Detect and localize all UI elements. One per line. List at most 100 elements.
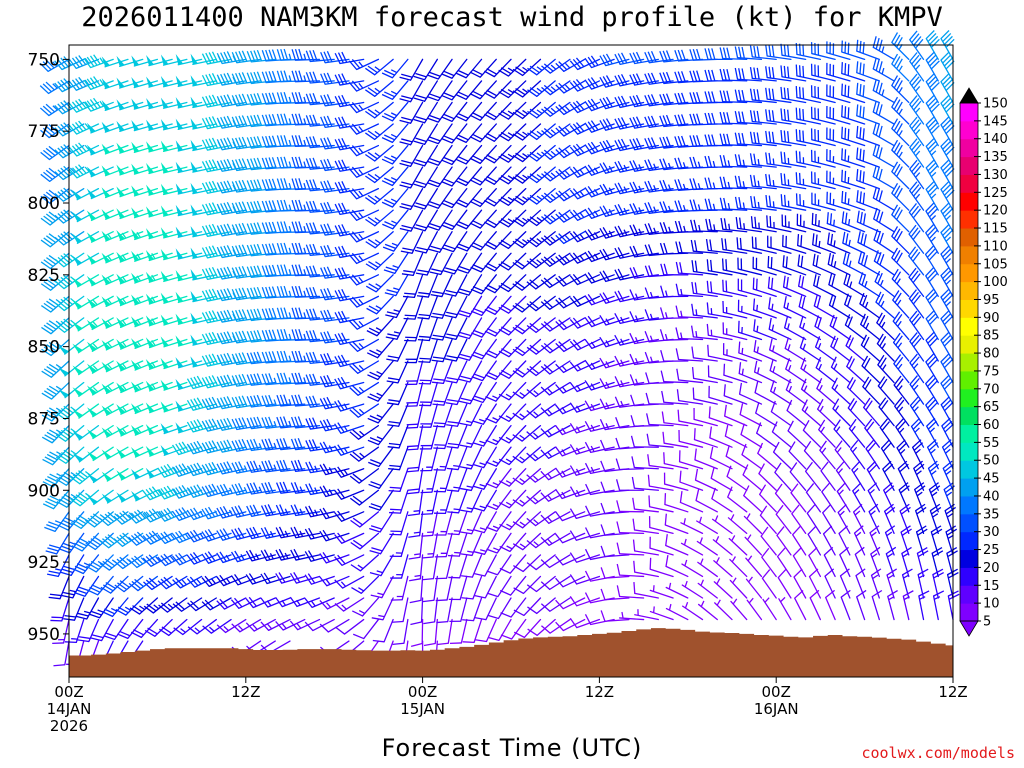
colorbar-label: 30 xyxy=(983,525,1000,540)
wind-barb xyxy=(676,389,704,405)
wind-barb xyxy=(872,143,895,168)
wind-barb xyxy=(433,468,453,493)
wind-barb xyxy=(908,289,925,319)
wind-barb xyxy=(442,231,468,253)
wind-barb xyxy=(616,500,645,513)
wind-barb xyxy=(348,144,380,157)
wind-barb xyxy=(719,90,748,104)
wind-barb xyxy=(768,297,792,319)
wind-barb xyxy=(527,144,556,162)
wind-barb xyxy=(864,418,880,448)
wind-barb xyxy=(423,618,438,647)
wind-barb xyxy=(761,569,777,599)
wind-barb xyxy=(73,575,100,597)
wind-barb xyxy=(387,403,409,427)
wind-barb xyxy=(201,245,232,259)
wind-barb xyxy=(584,420,615,432)
wind-barb xyxy=(752,256,777,276)
wind-barb xyxy=(334,376,365,390)
wind-barb xyxy=(72,252,100,266)
wind-barb xyxy=(231,266,262,279)
wind-barb xyxy=(838,525,851,556)
wind-barb xyxy=(276,307,306,320)
wind-barb xyxy=(160,119,188,131)
wind-barb xyxy=(158,597,188,613)
wind-barb xyxy=(724,424,748,448)
wind-barb xyxy=(599,139,630,153)
wind-barb xyxy=(940,245,954,276)
wind-barb xyxy=(410,618,424,647)
wind-barb xyxy=(484,187,512,207)
wind-barb xyxy=(728,535,748,556)
wind-barb xyxy=(629,289,659,301)
wind-barb xyxy=(99,554,129,571)
wind-barb xyxy=(385,295,409,319)
wind-barb xyxy=(486,532,512,554)
wind-barb xyxy=(659,114,689,128)
x-tick-label: 00Z xyxy=(762,683,791,701)
wind-barb xyxy=(697,600,718,621)
wind-barb xyxy=(348,101,380,114)
wind-barb xyxy=(246,394,276,408)
wind-barb xyxy=(350,554,380,572)
wind-barb xyxy=(898,482,910,513)
wind-barb xyxy=(810,63,836,82)
wind-barb xyxy=(734,132,763,147)
colorbar-label: 150 xyxy=(983,97,1008,112)
colorbar-frame xyxy=(959,102,979,622)
wind-barb xyxy=(499,575,527,596)
wind-barb xyxy=(752,277,777,298)
wind-barb xyxy=(349,360,380,374)
wind-barb xyxy=(719,47,748,61)
wind-barb xyxy=(146,54,173,67)
wind-barb xyxy=(391,597,409,623)
wind-barb xyxy=(86,122,114,134)
wind-barb xyxy=(319,575,350,587)
wind-barb xyxy=(844,293,866,319)
wind-barb xyxy=(527,101,556,119)
wind-barb xyxy=(663,452,689,470)
wind-barb xyxy=(584,250,615,263)
wind-barb xyxy=(867,482,880,513)
wind-barb xyxy=(600,610,630,622)
x-tick-label: 2026 xyxy=(50,717,88,735)
wind-barb xyxy=(246,286,276,300)
wind-barb xyxy=(261,394,291,408)
wind-barb xyxy=(859,292,880,319)
wind-barb xyxy=(39,101,70,117)
wind-barb xyxy=(405,381,424,407)
wind-barb xyxy=(427,101,453,123)
wind-barb xyxy=(160,205,188,217)
wind-barb xyxy=(101,295,129,308)
wind-barb xyxy=(427,187,453,209)
x-tick-label: 12Z xyxy=(231,683,260,701)
wind-barb xyxy=(434,489,453,514)
wind-barb xyxy=(827,252,851,276)
wind-barb xyxy=(664,493,689,513)
wind-barb xyxy=(68,142,100,157)
wind-barb xyxy=(805,483,822,513)
wind-barb xyxy=(876,312,895,341)
wind-barb xyxy=(694,468,718,491)
wind-barb xyxy=(160,54,188,66)
wind-barb xyxy=(116,99,144,111)
y-tick-label: 775 xyxy=(28,122,60,142)
wind-barb xyxy=(634,609,659,621)
wind-barb xyxy=(427,166,453,188)
wind-barb xyxy=(399,58,424,81)
wind-barb xyxy=(753,360,777,384)
wind-barb xyxy=(554,424,586,436)
x-tick-label: 16JAN xyxy=(754,700,799,718)
wind-barb xyxy=(348,58,380,71)
wind-barb xyxy=(541,187,571,204)
wind-barb xyxy=(909,52,925,82)
wind-barb xyxy=(555,488,586,500)
wind-barb xyxy=(777,568,792,599)
wind-barb xyxy=(615,458,645,471)
colorbar-swatch xyxy=(960,388,978,408)
wind-barb xyxy=(349,446,380,462)
wind-barb xyxy=(614,204,645,216)
wind-barb xyxy=(806,504,822,535)
wind-barb xyxy=(767,276,792,298)
wind-barb xyxy=(427,209,453,231)
